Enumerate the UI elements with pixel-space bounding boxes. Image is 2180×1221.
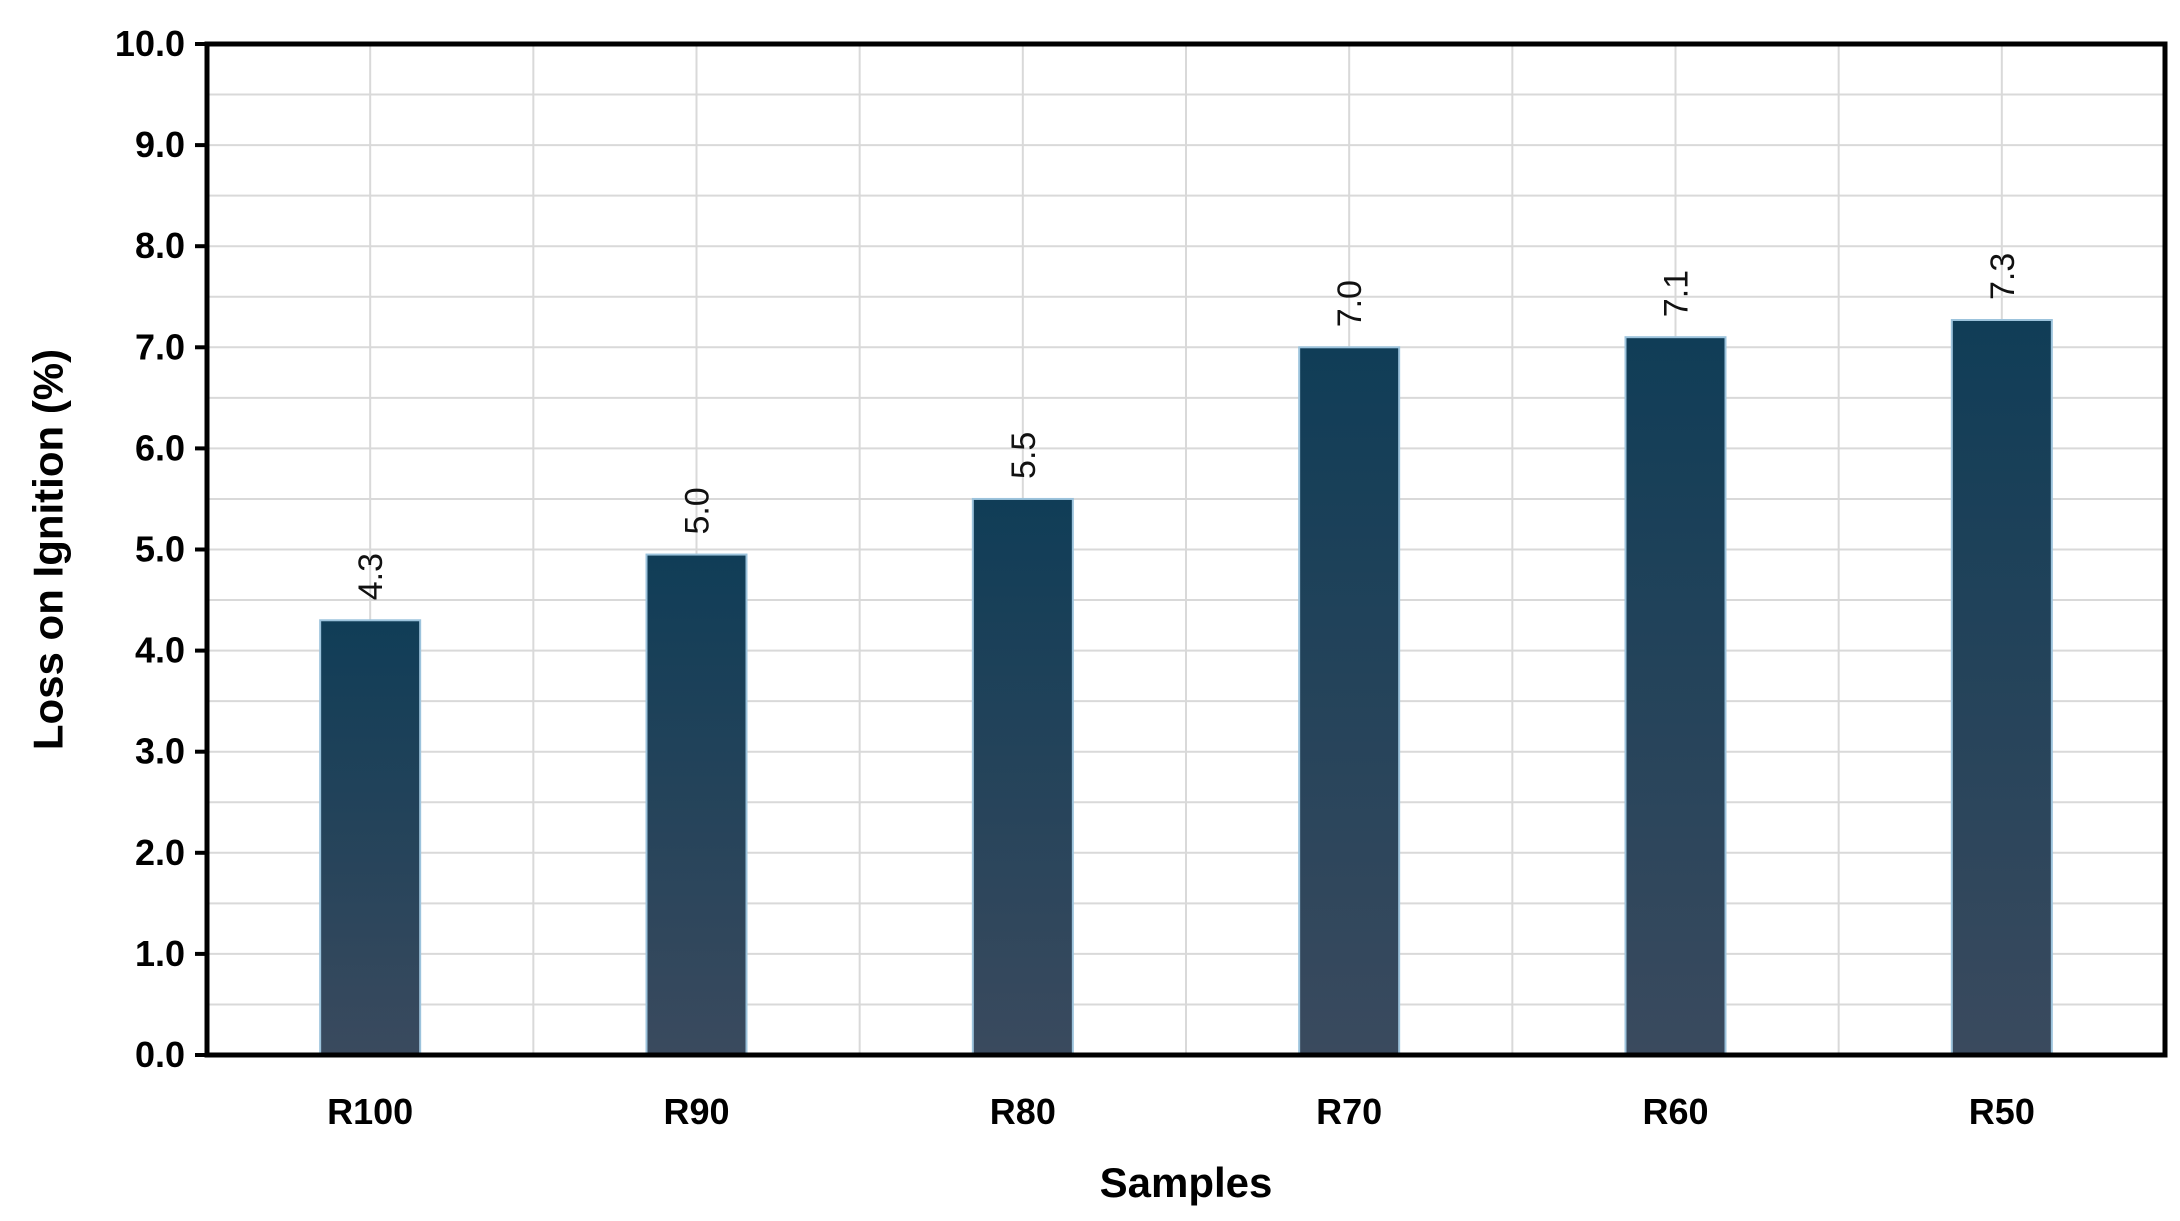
y-tick-label: 10.0 [115,23,185,64]
x-tick-label: R100 [327,1091,413,1132]
x-tick-label: R80 [990,1091,1056,1132]
bar-r90 [645,553,748,1056]
y-tick-label: 3.0 [135,731,185,772]
data-label: 4.3 [352,553,390,600]
bar-r80 [971,497,1074,1056]
y-tick-label: 2.0 [135,832,185,873]
data-label: 7.3 [1984,253,2022,300]
x-tick-label: R90 [663,1091,729,1132]
y-axis-ticks: 0.0 1.0 2.0 3.0 4.0 5.0 6.0 7.0 8.0 9.0 10.0 [115,23,207,1075]
data-label: 5.0 [679,487,717,534]
y-tick-label: 4.0 [135,630,185,671]
x-tick-label: R60 [1642,1091,1708,1132]
bar-r70 [1298,346,1401,1056]
y-tick-label: 5.0 [135,529,185,570]
gridlines [207,44,2165,1055]
y-tick-label: 6.0 [135,427,185,468]
data-label: 5.5 [1005,432,1043,479]
bar-r60 [1624,336,1727,1056]
data-label: 7.1 [1658,270,1696,317]
bar-r50 [1950,319,2053,1056]
y-tick-label: 7.0 [135,326,185,367]
y-tick-label: 8.0 [135,225,185,266]
y-axis-title: Loss on Ignition (%) [25,349,72,750]
y-tick-label: 1.0 [135,933,185,974]
x-tick-label: R50 [1969,1091,2035,1132]
x-axis-ticks: R100 R90 R80 R70 R60 R50 [327,1091,2035,1132]
y-tick-label: 0.0 [135,1034,185,1075]
data-label: 7.0 [1331,280,1369,327]
x-axis-title: Samples [1100,1159,1273,1206]
x-tick-label: R70 [1316,1091,1382,1132]
bars [319,319,2053,1057]
bar-r100 [319,619,422,1057]
y-tick-label: 9.0 [135,124,185,165]
data-labels: 4.3 5.0 5.5 7.0 7.1 7.3 [352,253,2022,601]
